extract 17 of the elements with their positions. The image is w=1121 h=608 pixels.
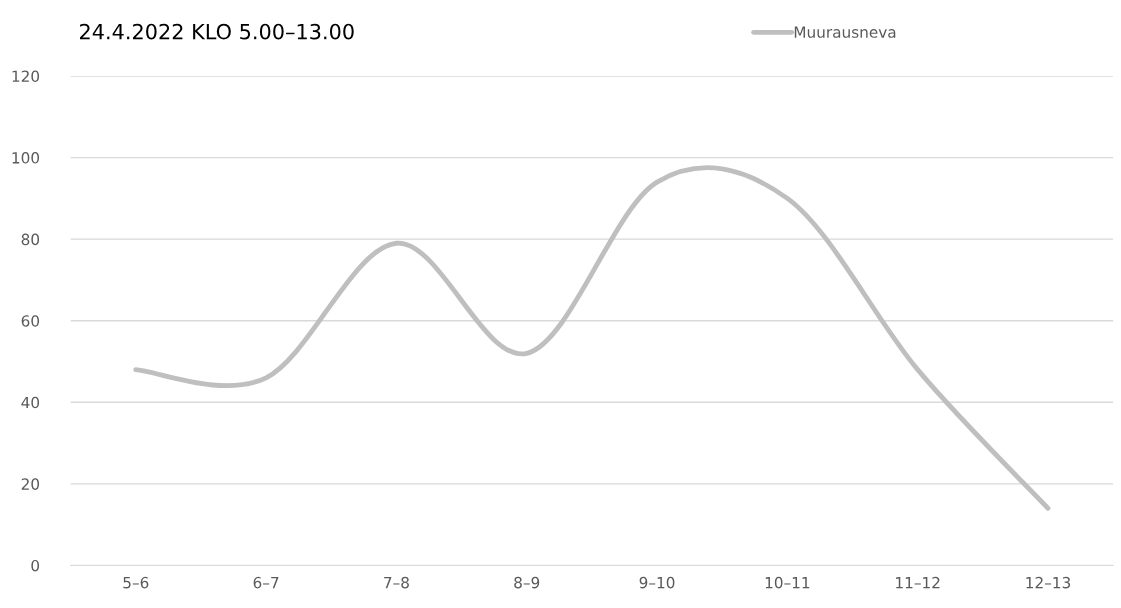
x-tick-label: 8–9 — [514, 576, 540, 589]
x-tick-label: 10–11 — [765, 576, 810, 589]
y-tick-label: 120 — [12, 70, 40, 83]
x-tick-label: 12–13 — [1026, 576, 1071, 589]
y-tick-label: 20 — [21, 478, 40, 490]
chart-title: 24.4.2022 KLO 5.00–13.00 — [80, 23, 354, 40]
x-tick-label: 7–8 — [384, 576, 409, 589]
legend-label: Muurausneva — [794, 26, 896, 38]
x-tick-label: 9–10 — [639, 576, 675, 589]
y-tick-label: 80 — [21, 233, 40, 246]
y-tick-label: 100 — [12, 152, 40, 164]
x-tick-label: 11–12 — [896, 576, 940, 589]
x-tick-label: 6–7 — [253, 576, 279, 589]
y-tick-label: 40 — [21, 396, 40, 409]
y-tick-label: 0 — [31, 559, 40, 572]
x-tick-label: 5–6 — [123, 576, 149, 589]
y-tick-label: 60 — [21, 315, 40, 327]
